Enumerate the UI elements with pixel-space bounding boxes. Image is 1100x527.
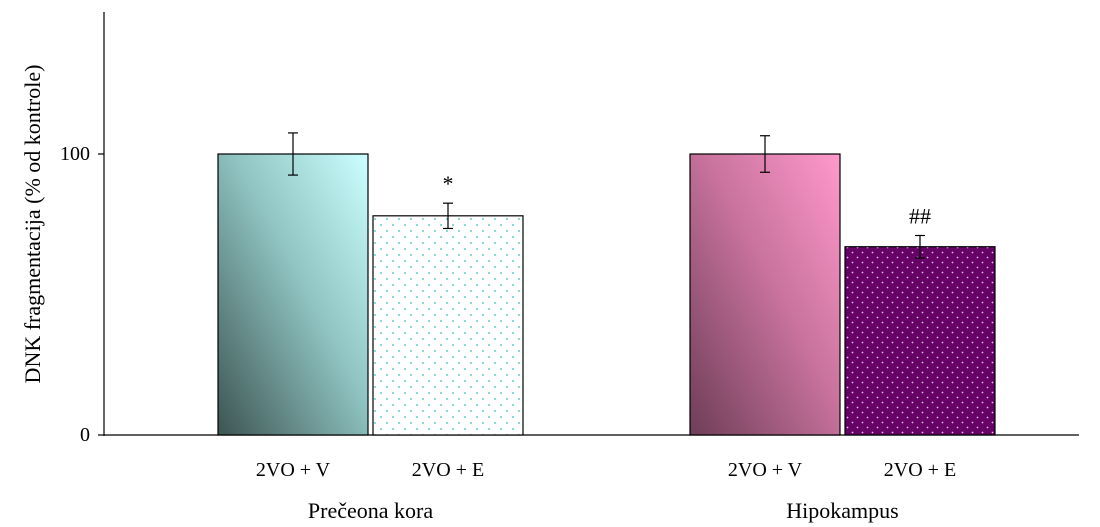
significance-label: * <box>443 171 454 196</box>
y-ticks: 0 100 <box>60 143 104 446</box>
bar <box>372 215 524 436</box>
group-label: Hipokampus <box>786 498 898 523</box>
group-label: Prečeona kora <box>308 498 433 523</box>
x-tick-label: 2VO + V <box>728 459 803 481</box>
x-labels: 2VO + V 2VO + E Prečeona kora 2VO + V 2VO + … <box>256 459 956 523</box>
significance-label: ## <box>909 203 931 228</box>
y-tick-label: 0 <box>80 424 90 446</box>
bars: * ## <box>217 132 996 436</box>
y-axis-label: DNK fragmentacija (% od kontrole) <box>20 65 45 384</box>
x-tick-label: 2VO + V <box>256 459 331 481</box>
bar <box>217 153 369 436</box>
bar <box>689 153 841 436</box>
x-tick-label: 2VO + E <box>412 459 484 481</box>
y-tick-label: 100 <box>60 143 90 165</box>
bar <box>844 246 996 436</box>
x-tick-label: 2VO + E <box>884 459 956 481</box>
